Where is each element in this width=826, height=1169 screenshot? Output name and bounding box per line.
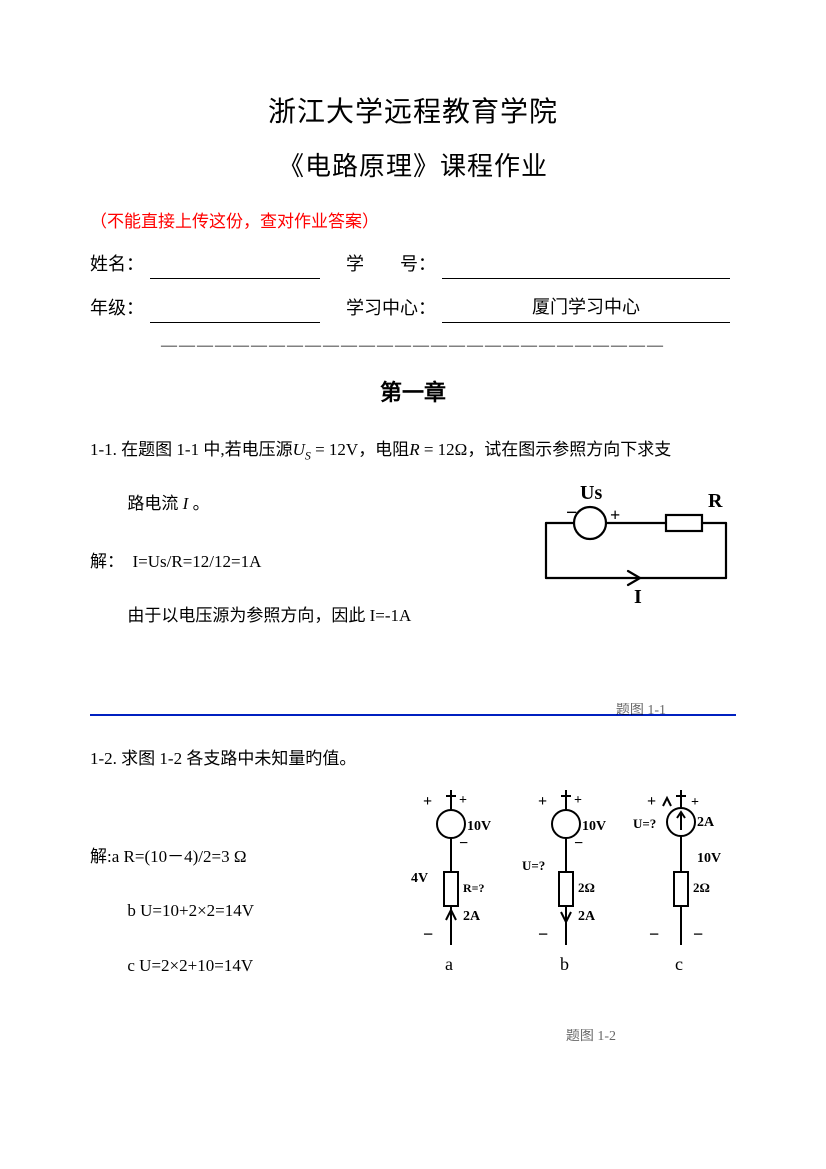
q2-sol-c-eq: c U=2×2+10=14V bbox=[127, 956, 253, 975]
svg-text:+: + bbox=[610, 505, 620, 525]
q1-mid: ，电阻 bbox=[358, 440, 409, 459]
q2-prompt: 1-2. 求图 1-2 各支路中未知量旳值。 bbox=[90, 740, 736, 777]
svg-text:−: − bbox=[693, 924, 703, 944]
svg-text:10V: 10V bbox=[697, 851, 721, 866]
course-title: 《电路原理》课程作业 bbox=[90, 146, 736, 183]
svg-text:+: + bbox=[574, 793, 582, 808]
svg-text:2Ω: 2Ω bbox=[693, 880, 710, 895]
fig1-i-label: I bbox=[634, 586, 642, 608]
svg-text:10V: 10V bbox=[582, 819, 606, 834]
page: 浙江大学远程教育学院 《电路原理》课程作业 （不能直接上传这份，查对作业答案） … bbox=[0, 0, 826, 1169]
q2-sol-label: 解: bbox=[90, 847, 112, 866]
grade-label: 年级： bbox=[90, 294, 144, 323]
q1-l2-post: 。 bbox=[188, 494, 209, 513]
question-2: 1-2. 求图 1-2 各支路中未知量旳值。 解:a R=(10－4)/2=3 … bbox=[90, 740, 736, 984]
university-title: 浙江大学远程教育学院 bbox=[90, 90, 736, 130]
svg-text:−: − bbox=[459, 835, 468, 852]
center-value: 厦门学习中心 bbox=[442, 293, 730, 323]
grade-field bbox=[150, 300, 320, 323]
q2-sol-a-eq: a R=(10－4)/2=3 Ω bbox=[112, 847, 247, 866]
svg-text:R=?: R=? bbox=[463, 881, 485, 895]
question-1: 1-1. 在题图 1-1 中,若电压源US = 12V，电阻R = 12Ω，试在… bbox=[90, 431, 736, 635]
center-label: 学习中心： bbox=[346, 294, 436, 323]
circuit-1-1-svg: − + Us R I bbox=[516, 483, 746, 613]
fig1-r-label: R bbox=[708, 490, 723, 512]
q1-prompt: 1-1. 在题图 1-1 中,若电压源US = 12V，电阻R = 12Ω，试在… bbox=[90, 431, 736, 469]
svg-text:−: − bbox=[423, 924, 433, 944]
svg-text:c: c bbox=[675, 954, 683, 974]
svg-text:2Ω: 2Ω bbox=[578, 880, 595, 895]
svg-text:2A: 2A bbox=[578, 909, 596, 924]
q2-sol-b-eq: b U=10+2×2=14V bbox=[127, 901, 254, 920]
info-row-2: 年级： 学习中心： 厦门学习中心 bbox=[90, 293, 736, 323]
separator-line: ———————————————————————————— bbox=[90, 337, 736, 355]
svg-text:2A: 2A bbox=[463, 909, 481, 924]
q1-r: R bbox=[409, 440, 419, 459]
q1-text: 1-1. 在题图 1-1 中,若电压源 bbox=[90, 440, 293, 459]
svg-text:4V: 4V bbox=[411, 871, 428, 886]
svg-text:−: − bbox=[649, 924, 659, 944]
svg-text:+: + bbox=[647, 793, 656, 810]
svg-text:2A: 2A bbox=[697, 815, 715, 830]
q1-l2-pre: 路电流 bbox=[127, 494, 182, 513]
id-field bbox=[442, 256, 730, 279]
name-label: 姓名： bbox=[90, 250, 144, 279]
figure-1-2: + + 10V 4V R=? 2A − − a bbox=[391, 790, 741, 1000]
fig1-us-label: Us bbox=[580, 483, 602, 504]
q1-post: ，试在图示参照方向下求支 bbox=[467, 440, 671, 459]
warning-text: （不能直接上传这份，查对作业答案） bbox=[90, 207, 736, 232]
figure-1-1: − + Us R I bbox=[516, 483, 746, 633]
figure-1-1-caption: 题图 1-1 bbox=[616, 699, 666, 719]
svg-text:+: + bbox=[691, 795, 699, 810]
svg-text:10V: 10V bbox=[467, 819, 491, 834]
q1-r-eq: = 12Ω bbox=[420, 440, 468, 459]
svg-text:−: − bbox=[566, 502, 577, 524]
svg-text:U=?: U=? bbox=[633, 816, 656, 831]
q1-us-eq: = 12V bbox=[311, 440, 358, 459]
svg-text:a: a bbox=[445, 954, 453, 974]
svg-text:+: + bbox=[459, 793, 467, 808]
svg-text:−: − bbox=[574, 835, 583, 852]
figure-1-2-caption: 题图 1-2 bbox=[566, 1025, 616, 1045]
svg-text:b: b bbox=[560, 954, 569, 974]
svg-text:U=?: U=? bbox=[522, 858, 545, 873]
svg-text:+: + bbox=[423, 793, 432, 810]
q1-sol-label: 解： bbox=[90, 552, 124, 571]
q1-us: U bbox=[293, 440, 305, 459]
info-row-1: 姓名： 学 号： bbox=[90, 250, 736, 279]
q1-sol-eq: I=Us/R=12/12=1A bbox=[133, 552, 262, 571]
chapter-heading: 第一章 bbox=[90, 375, 736, 407]
svg-text:−: − bbox=[538, 924, 548, 944]
circuit-1-2-svg: + + 10V 4V R=? 2A − − a bbox=[391, 790, 741, 985]
id-label: 学 号： bbox=[346, 250, 436, 279]
svg-text:+: + bbox=[538, 793, 547, 810]
name-field bbox=[150, 256, 320, 279]
